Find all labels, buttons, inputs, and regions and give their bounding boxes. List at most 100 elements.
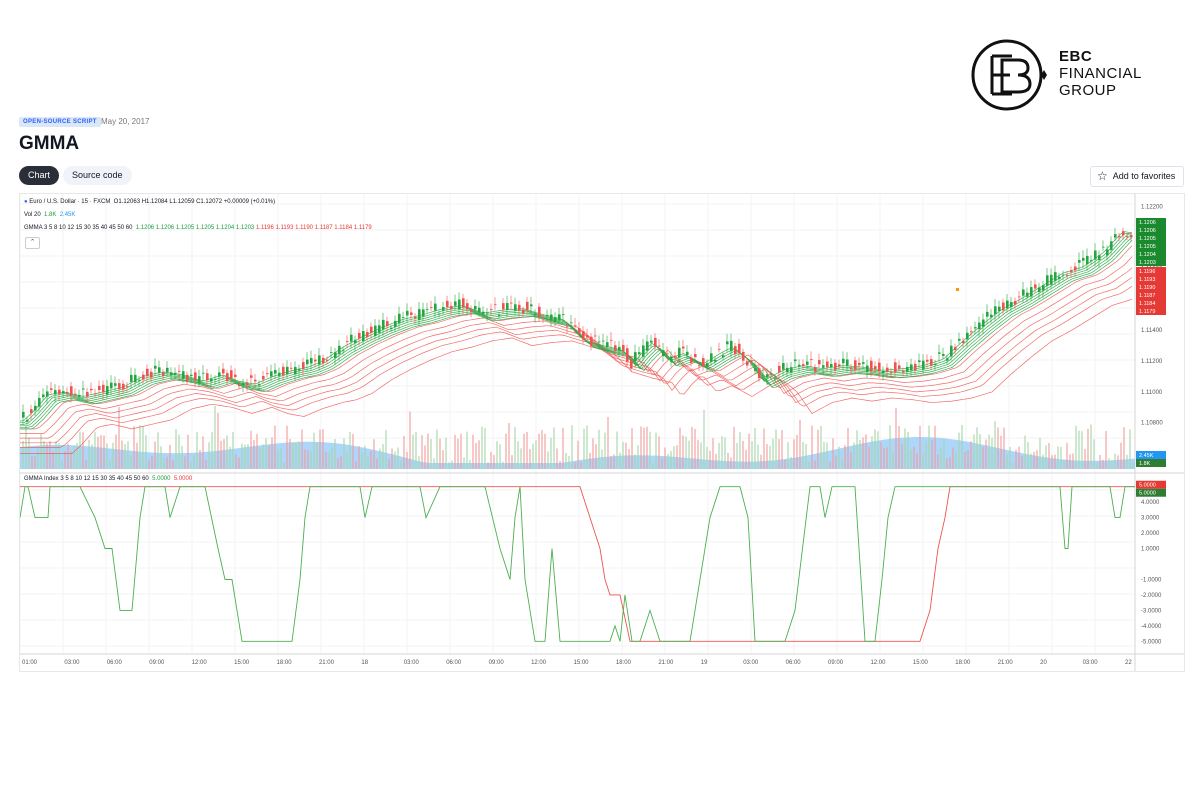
publish-date: May 20, 2017 bbox=[101, 117, 150, 126]
candle bbox=[154, 365, 157, 369]
candle bbox=[198, 376, 201, 384]
candle bbox=[326, 359, 329, 361]
volume-bar bbox=[247, 444, 249, 469]
volume-bar bbox=[1072, 453, 1074, 469]
add-to-favorites-button[interactable]: ☆ Add to favorites bbox=[1090, 166, 1185, 187]
volume-bar bbox=[814, 460, 816, 469]
volume-bar bbox=[373, 439, 375, 469]
volume-bar bbox=[157, 432, 159, 469]
volume-bar bbox=[433, 458, 435, 469]
volume-bar bbox=[430, 438, 432, 469]
index-tick-label: -2.0000 bbox=[1141, 593, 1162, 599]
volume-bar bbox=[694, 428, 696, 469]
volume-bar bbox=[925, 441, 927, 469]
volume-bar bbox=[49, 440, 51, 469]
candle bbox=[578, 328, 581, 334]
time-tick-label: 15:00 bbox=[574, 660, 590, 666]
candle bbox=[586, 335, 589, 338]
volume-bar bbox=[301, 429, 303, 469]
volume-bar bbox=[1114, 453, 1116, 469]
volume-bar bbox=[622, 441, 624, 469]
volume-bar bbox=[718, 442, 720, 469]
candle bbox=[726, 341, 729, 345]
chart-container[interactable]: 1.122001.118001.116001.114001.112001.110… bbox=[19, 193, 1185, 672]
volume-bar bbox=[514, 427, 516, 469]
volume-bar bbox=[496, 441, 498, 469]
time-tick-label: 09:00 bbox=[149, 660, 165, 666]
candle bbox=[178, 370, 181, 372]
volume-bar bbox=[40, 434, 42, 469]
volume-bar bbox=[574, 462, 576, 469]
star-icon: ☆ bbox=[1097, 169, 1108, 183]
volume-bar bbox=[58, 442, 60, 469]
gmma-long-tag-bg bbox=[1136, 291, 1166, 299]
candle bbox=[834, 362, 837, 370]
volume-bar bbox=[460, 433, 462, 469]
index-tick-label: -5.0000 bbox=[1141, 639, 1162, 645]
volume-bar bbox=[502, 461, 504, 469]
volume-bar bbox=[976, 427, 978, 469]
volume-bar bbox=[883, 448, 885, 469]
candle bbox=[926, 359, 929, 362]
candle bbox=[854, 360, 857, 370]
collapse-legend-button[interactable]: ⌃ bbox=[25, 237, 40, 249]
volume-bar bbox=[679, 427, 681, 469]
candle bbox=[994, 306, 997, 315]
candle bbox=[866, 365, 869, 372]
tab-chart[interactable]: Chart bbox=[19, 166, 60, 185]
candle bbox=[1078, 260, 1081, 263]
volume-bar bbox=[721, 436, 723, 469]
time-tick-label: 03:00 bbox=[743, 660, 759, 666]
candle bbox=[1122, 231, 1125, 236]
volume-bar bbox=[352, 433, 354, 469]
volume-bar bbox=[733, 426, 735, 469]
volume-bar bbox=[712, 438, 714, 469]
volume-bar bbox=[454, 434, 456, 469]
candle bbox=[266, 373, 269, 375]
candle bbox=[394, 320, 397, 327]
volume-tag-bg bbox=[1136, 459, 1166, 467]
candle bbox=[346, 340, 349, 342]
volume-bar bbox=[988, 434, 990, 469]
gmma-short-tag: 1.1203 bbox=[1139, 260, 1156, 266]
candle bbox=[382, 319, 385, 330]
volume-bar bbox=[955, 452, 957, 469]
candle bbox=[106, 386, 109, 395]
candle bbox=[918, 360, 921, 363]
candle bbox=[978, 322, 981, 330]
candle bbox=[302, 362, 305, 370]
volume-bar bbox=[727, 452, 729, 469]
volume-bar bbox=[223, 439, 225, 469]
volume-bar bbox=[1021, 455, 1023, 469]
volume-bar bbox=[538, 433, 540, 469]
tab-source-code[interactable]: Source code bbox=[63, 166, 132, 185]
volume-bar bbox=[67, 443, 69, 469]
candle bbox=[478, 307, 481, 313]
volume-bar bbox=[688, 440, 690, 469]
volume-bar bbox=[220, 440, 222, 469]
volume-bar bbox=[877, 431, 879, 469]
volume-bar bbox=[607, 416, 609, 469]
volume-bar bbox=[862, 437, 864, 469]
volume-bar bbox=[226, 435, 228, 469]
volume-bar bbox=[202, 436, 204, 469]
gmma-index-value-red: 5.0000 bbox=[173, 476, 193, 482]
volume-bar bbox=[610, 456, 612, 469]
candle bbox=[122, 383, 125, 390]
candle bbox=[362, 331, 365, 342]
volume-bar bbox=[361, 452, 363, 469]
chart-canvas[interactable]: 1.122001.118001.116001.114001.112001.110… bbox=[19, 194, 1184, 671]
volume-bar bbox=[1054, 454, 1056, 469]
volume-bar bbox=[499, 444, 501, 469]
candle bbox=[398, 313, 401, 324]
volume-ma-tag: 2.45K bbox=[1139, 453, 1154, 459]
volume-bar bbox=[211, 431, 213, 469]
candle bbox=[262, 375, 265, 380]
time-tick-label: 12:00 bbox=[192, 660, 208, 666]
volume-bar bbox=[1030, 453, 1032, 469]
time-tick-label: 21:00 bbox=[658, 660, 674, 666]
candle bbox=[390, 327, 393, 330]
volume-bar bbox=[271, 437, 273, 469]
gmma-long-tag: 1.1190 bbox=[1139, 285, 1155, 291]
volume-bar bbox=[982, 447, 984, 469]
